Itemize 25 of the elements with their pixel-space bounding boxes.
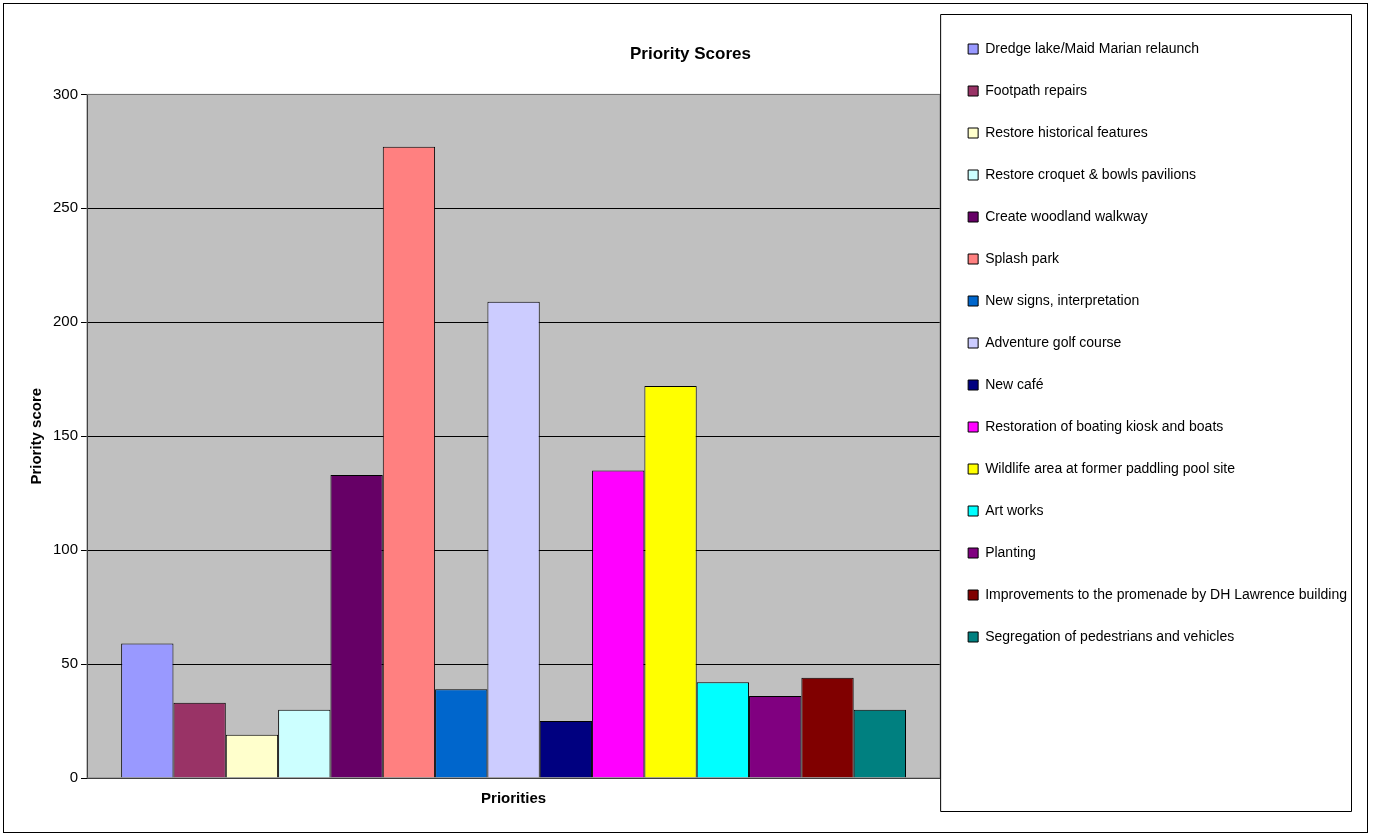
y-axis-title: Priority score: [27, 387, 45, 485]
y-tick-label: 200: [53, 312, 79, 330]
chart-title: Priority Scores: [630, 43, 751, 63]
y-tick-label: 0: [69, 768, 79, 786]
legend-label: Segregation of pedestrians and vehicles: [985, 627, 1235, 644]
y-tick-label: 150: [53, 426, 79, 444]
y-tick-label: 300: [53, 84, 79, 102]
legend-label: New signs, interpretation: [985, 291, 1140, 308]
legend-label: Restore croquet & bowls pavilions: [985, 165, 1197, 182]
x-axis-title: Priorities: [481, 789, 547, 807]
legend-label: Planting: [985, 543, 1036, 560]
legend-label: Footpath repairs: [985, 81, 1088, 98]
legend-label: Restore historical features: [985, 123, 1148, 140]
legend-label: New café: [985, 375, 1044, 392]
legend-label: Art works: [985, 501, 1044, 518]
legend-label: Improvements to the promenade by DH Lawrence building: [985, 585, 1348, 602]
legend-label: Create woodland walkway: [985, 207, 1148, 224]
y-tick-label: 250: [53, 198, 79, 216]
legend-label: Dredge lake/Maid Marian relaunch: [985, 39, 1200, 56]
y-tick-label: 50: [61, 654, 79, 672]
y-tick-label: 100: [53, 540, 79, 558]
legend-label: Wildlife area at former paddling pool site: [985, 459, 1236, 476]
legend-label: Splash park: [985, 249, 1061, 266]
legend-label: Restoration of boating kiosk and boats: [985, 417, 1224, 434]
legend-label: Adventure golf course: [985, 333, 1122, 350]
